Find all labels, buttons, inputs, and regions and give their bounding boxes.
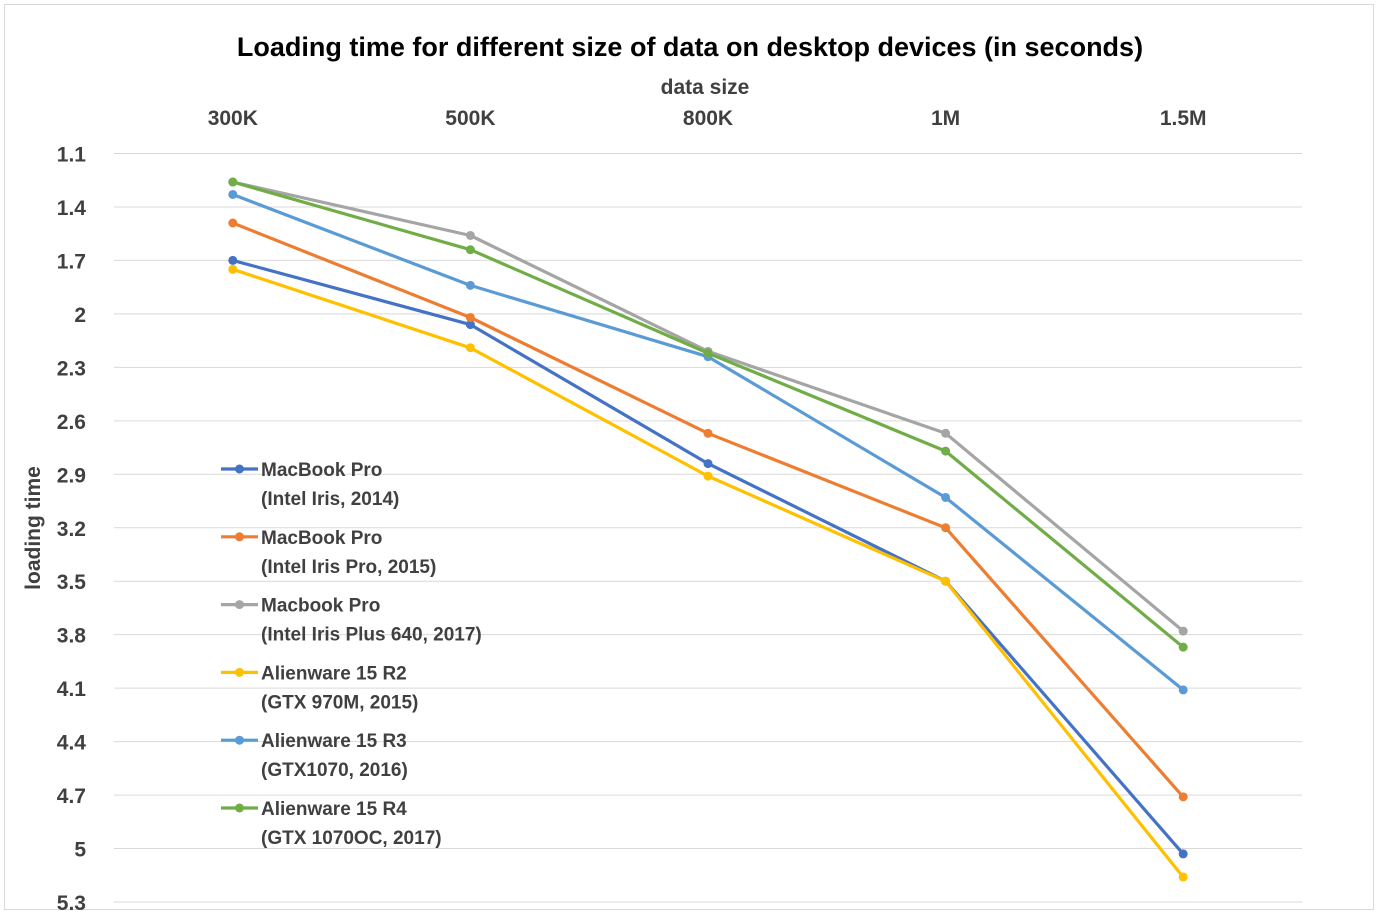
data-point — [703, 428, 713, 438]
y-tick-label: 2 — [74, 304, 86, 327]
legend-label-line2: (Intel Iris Plus 640, 2017) — [261, 625, 482, 646]
legend-entry: Macbook Pro (Intel Iris Plus 640, 2017) — [221, 596, 482, 646]
data-point — [465, 230, 475, 240]
y-tick-label: 4.4 — [57, 732, 87, 755]
series-lines — [228, 177, 1188, 882]
series-5 — [228, 189, 1188, 695]
chart-title: Loading time for different size of data … — [237, 32, 1143, 62]
data-point — [465, 312, 475, 322]
legend-label-line2: (GTX1070, 2016) — [261, 760, 408, 781]
data-point — [703, 471, 713, 481]
data-point — [228, 218, 238, 228]
legend-entry: MacBook Pro (Intel Iris, 2014) — [221, 460, 399, 510]
data-point — [941, 576, 951, 586]
legend-marker-dot — [235, 803, 244, 813]
data-point — [228, 189, 238, 199]
y-tick-label: 3.2 — [57, 518, 86, 541]
y-tick-label: 3.8 — [57, 625, 87, 648]
legend-marker-dot — [235, 532, 244, 542]
data-point — [941, 492, 951, 502]
y-tick-label: 4.1 — [57, 678, 87, 701]
data-point — [941, 428, 951, 438]
legend-label-line2: (Intel Iris Pro, 2015) — [261, 557, 436, 578]
y-tick-label: 1.1 — [57, 144, 87, 167]
y-tick-label: 1.4 — [57, 197, 87, 220]
data-point — [1178, 849, 1188, 859]
x-tick-label: 1.5M — [1160, 107, 1207, 130]
data-point — [1178, 872, 1188, 882]
legend: MacBook Pro(Intel Iris, 2014)MacBook Pro… — [221, 460, 482, 849]
legend-label-line2: (GTX 970M, 2015) — [261, 692, 418, 713]
data-point — [941, 446, 951, 456]
y-tick-label: 3.5 — [57, 571, 87, 594]
series-2 — [228, 218, 1188, 802]
data-point — [1178, 626, 1188, 636]
data-point — [703, 459, 713, 469]
legend-marker-dot — [235, 600, 244, 610]
data-point — [941, 523, 951, 533]
legend-entry: Alienware 15 R4 (GTX 1070OC, 2017) — [221, 799, 442, 849]
y-tick-label: 5 — [74, 839, 86, 862]
data-point — [1178, 642, 1188, 652]
chart-border — [4, 4, 1374, 910]
legend-label-line1: Alienware 15 R2 — [261, 663, 407, 684]
y-axis-label: loading time — [22, 466, 45, 590]
x-tick-label: 500K — [445, 107, 495, 130]
data-point — [465, 343, 475, 353]
data-point — [465, 245, 475, 255]
y-tick-label: 4.7 — [57, 785, 86, 808]
x-axis-label: data size — [661, 76, 750, 99]
data-point — [1178, 792, 1188, 802]
x-tick-labels: 300K 500K 800K 1M 1.5M — [208, 107, 1207, 130]
legend-marker-dot — [235, 464, 244, 474]
y-tick-label: 2.3 — [57, 357, 86, 380]
x-tick-label: 300K — [208, 107, 258, 130]
legend-entry: Alienware 15 R2 (GTX 970M, 2015) — [221, 663, 418, 713]
data-point — [228, 264, 238, 274]
legend-label-line1: MacBook Pro — [261, 528, 382, 549]
data-point — [1178, 685, 1188, 695]
y-tick-labels: 1.1 1.4 1.7 2 2.3 2.6 2.9 3.2 3.5 3.8 4.1 4.4 4.7 5 5.… — [57, 144, 87, 914]
x-tick-label: 800K — [683, 107, 733, 130]
legend-label-line1: MacBook Pro — [261, 460, 382, 481]
legend-label-line1: Alienware 15 R3 — [261, 731, 407, 752]
legend-marker-dot — [235, 735, 244, 745]
data-point — [228, 255, 238, 265]
y-tick-label: 2.6 — [57, 411, 86, 434]
series-4 — [228, 264, 1188, 882]
data-point — [465, 320, 475, 330]
y-tick-label: 1.7 — [57, 250, 86, 273]
data-point — [228, 177, 238, 187]
legend-label-line2: (Intel Iris, 2014) — [261, 489, 399, 510]
series-6 — [228, 177, 1188, 652]
legend-label-line1: Alienware 15 R4 — [261, 799, 407, 820]
data-point — [703, 348, 713, 358]
x-tick-label: 1M — [931, 107, 960, 130]
legend-entry: Alienware 15 R3 (GTX1070, 2016) — [221, 731, 408, 781]
y-tick-label: 5.3 — [57, 892, 86, 914]
legend-marker-dot — [235, 667, 244, 677]
y-tick-label: 2.9 — [57, 464, 86, 487]
legend-entry: MacBook Pro (Intel Iris Pro, 2015) — [221, 528, 436, 578]
data-point — [465, 280, 475, 290]
legend-label-line1: Macbook Pro — [261, 596, 380, 617]
legend-label-line2: (GTX 1070OC, 2017) — [261, 828, 442, 849]
